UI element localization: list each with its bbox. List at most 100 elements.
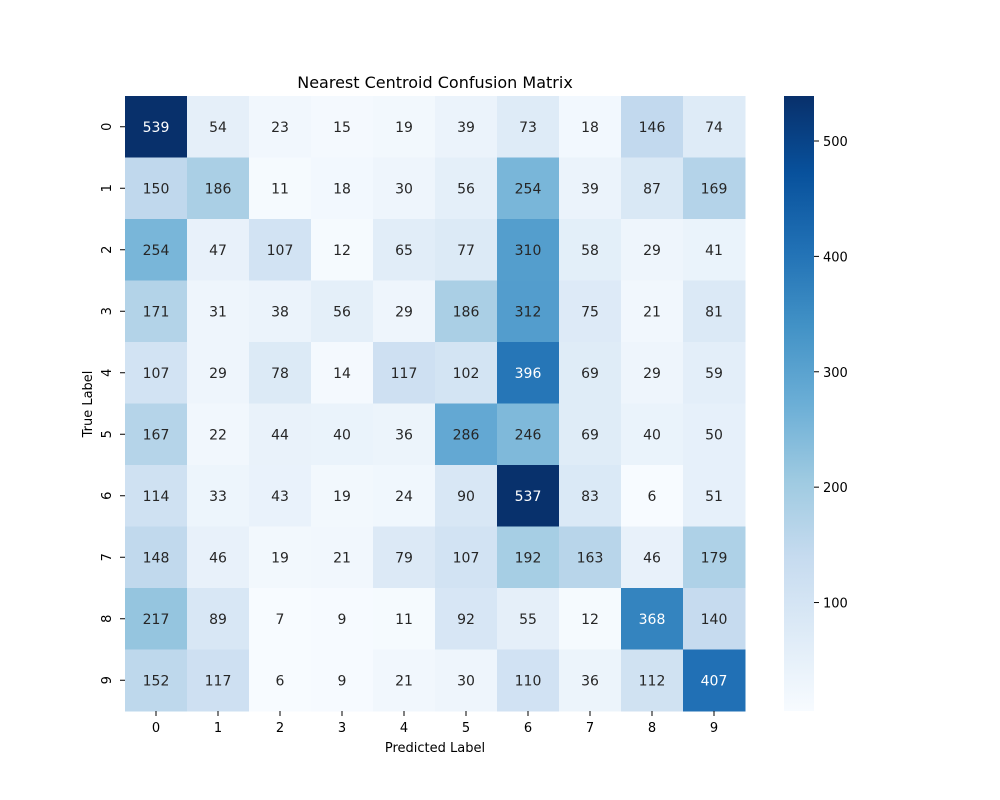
y-tick-label: 4 (100, 369, 115, 377)
heatmap-cell (559, 526, 622, 589)
cell-value-label: 11 (271, 181, 289, 197)
x-tick-label: 2 (276, 721, 284, 736)
cell-value-label: 107 (143, 366, 170, 382)
cell-value-label: 87 (643, 181, 661, 197)
x-axis-ticks: 0 1 2 3 4 5 6 7 8 9 (152, 711, 718, 736)
heatmap-cell (435, 465, 498, 527)
heatmap-cell (621, 649, 684, 712)
cell-value-label: 102 (453, 366, 480, 382)
heatmap-cell (683, 649, 746, 712)
heatmap-cell (311, 588, 374, 650)
cell-value-label: 368 (639, 612, 666, 628)
cell-value-label: 29 (395, 304, 413, 320)
cell-value-label: 169 (701, 181, 728, 197)
cell-value-label: 38 (271, 304, 289, 320)
cell-value-label: 192 (515, 550, 542, 566)
cell-value-label: 43 (271, 489, 289, 505)
heatmap-cell (187, 157, 250, 220)
heatmap-cell (683, 588, 746, 650)
heatmap-cell (497, 588, 560, 650)
y-tick-label: 9 (100, 676, 115, 684)
heatmap-cell (249, 96, 312, 158)
cell-value-label: 254 (515, 181, 542, 197)
heatmap-cell (125, 96, 188, 158)
cell-value-label: 15 (333, 120, 351, 136)
cell-value-label: 24 (395, 489, 413, 505)
heatmap-cell (187, 342, 250, 404)
heatmap-cell (187, 649, 250, 712)
cell-value-label: 217 (143, 612, 170, 628)
heatmap-cells (125, 96, 746, 712)
cell-value-label: 110 (515, 673, 542, 689)
heatmap-cell (373, 465, 436, 527)
cell-value-label: 19 (271, 550, 289, 566)
heatmap-cell (187, 526, 250, 589)
cell-value-label: 179 (701, 550, 728, 566)
heatmap-cell (683, 219, 746, 281)
heatmap-cell (249, 157, 312, 220)
y-tick-label: 7 (100, 553, 115, 561)
heatmap-cell (125, 649, 188, 712)
heatmap-cell (497, 403, 560, 466)
cell-value-label: 19 (395, 120, 413, 136)
cell-value-label: 74 (705, 120, 723, 136)
cell-value-label: 9 (338, 612, 347, 628)
cell-value-label: 79 (395, 550, 413, 566)
heatmap-cell (559, 219, 622, 281)
cell-value-label: 21 (333, 550, 351, 566)
heatmap-cell (435, 403, 498, 466)
heatmap-cell (249, 342, 312, 404)
cell-value-label: 31 (209, 304, 227, 320)
heatmap-cell (187, 219, 250, 281)
cell-value-label: 40 (643, 427, 661, 443)
cell-value-label: 14 (333, 366, 351, 382)
y-axis-label: True Label (81, 371, 96, 439)
cell-value-label: 11 (395, 612, 413, 628)
cell-value-label: 90 (457, 489, 475, 505)
cell-value-label: 171 (143, 304, 170, 320)
cell-value-label: 140 (701, 612, 728, 628)
heatmap-cell (497, 157, 560, 220)
cell-value-label: 6 (276, 673, 285, 689)
x-tick-label: 4 (400, 721, 408, 736)
heatmap-cell (497, 342, 560, 404)
heatmap-cell (559, 649, 622, 712)
cell-value-label: 55 (519, 612, 537, 628)
cell-value-label: 69 (581, 366, 599, 382)
heatmap-cell (249, 403, 312, 466)
colorbar-tick-label: 200 (823, 481, 848, 496)
heatmap-cell (125, 465, 188, 527)
cell-value-label: 23 (271, 120, 289, 136)
cell-value-label: 51 (705, 489, 723, 505)
heatmap-cell (373, 342, 436, 404)
x-tick-label: 3 (338, 721, 346, 736)
cell-value-label: 40 (333, 427, 351, 443)
y-tick-label: 2 (100, 246, 115, 254)
heatmap-cell (249, 526, 312, 589)
cell-value-label: 152 (143, 673, 170, 689)
heatmap-cell (125, 219, 188, 281)
heatmap-cell (497, 219, 560, 281)
heatmap-cell (621, 219, 684, 281)
cell-value-label: 83 (581, 489, 599, 505)
heatmap-cell (435, 526, 498, 589)
cell-value-label: 56 (457, 181, 475, 197)
cell-value-label: 12 (581, 612, 599, 628)
heatmap-cell (249, 588, 312, 650)
heatmap-cell (311, 465, 374, 527)
cell-value-label: 44 (271, 427, 289, 443)
cell-value-label: 21 (395, 673, 413, 689)
colorbar-tick-label: 500 (823, 135, 848, 150)
cell-value-label: 537 (515, 489, 542, 505)
heatmap-cell (311, 280, 374, 343)
heatmap-cell (187, 588, 250, 650)
heatmap-cell (187, 280, 250, 343)
cell-value-label: 9 (338, 673, 347, 689)
cell-value-label: 47 (209, 243, 227, 259)
y-tick-label: 3 (100, 307, 115, 315)
heatmap-cell (621, 342, 684, 404)
cell-value-label: 312 (515, 304, 542, 320)
cell-value-label: 29 (643, 243, 661, 259)
cell-value-label: 73 (519, 120, 537, 136)
